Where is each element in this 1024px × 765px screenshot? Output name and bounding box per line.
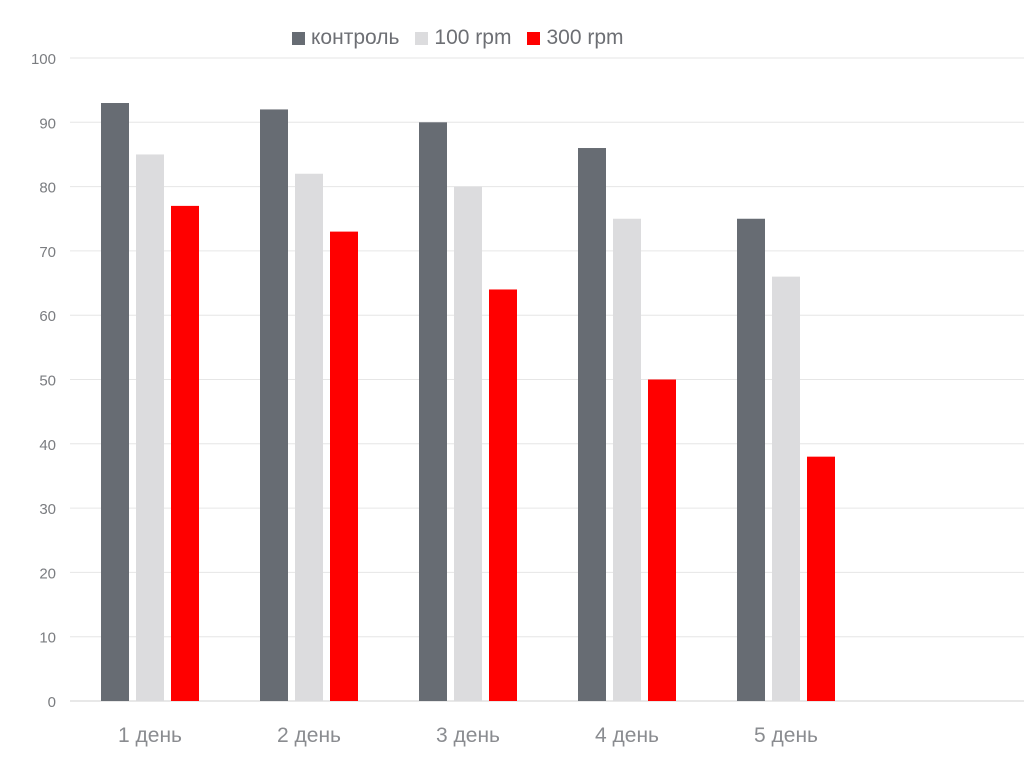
legend-item-300rpm: 300 rpm — [527, 26, 624, 50]
bar-100rpm — [613, 218, 641, 701]
bar-control — [101, 103, 129, 701]
y-tick-label: 90 — [39, 115, 56, 132]
bar-300rpm — [489, 289, 517, 701]
x-tick-label: 1 день — [118, 724, 182, 747]
bar-300rpm — [330, 231, 358, 702]
bar-control — [419, 122, 447, 702]
y-tick-label: 100 — [31, 51, 56, 68]
bar-100rpm — [295, 173, 323, 702]
y-tick-label: 60 — [39, 308, 56, 325]
x-tick-label: 2 день — [277, 724, 341, 747]
x-tick-label: 3 день — [436, 724, 500, 747]
legend-swatch-300rpm — [527, 31, 541, 45]
y-tick-label: 40 — [39, 437, 56, 454]
bar-control — [578, 148, 606, 701]
bar-100rpm — [454, 186, 482, 702]
chart-legend: контроль 100 rpm 300 rpm — [292, 26, 640, 50]
legend-label-100rpm: 100 rpm — [434, 26, 512, 49]
bar-control — [737, 218, 765, 701]
legend-swatch-100rpm — [415, 31, 429, 45]
legend-label-300rpm: 300 rpm — [546, 26, 624, 49]
x-tick-label: 4 день — [595, 724, 659, 747]
y-tick-label: 20 — [39, 565, 56, 582]
x-tick-label: 5 день — [754, 724, 818, 747]
bar-100rpm — [772, 276, 800, 701]
bar-300rpm — [807, 456, 835, 701]
y-tick-label: 70 — [39, 244, 56, 261]
bar-100rpm — [136, 154, 164, 701]
bar-300rpm — [648, 379, 676, 701]
y-tick-label: 80 — [39, 180, 56, 197]
y-tick-label: 50 — [39, 373, 56, 390]
legend-label-control: контроль — [311, 26, 400, 49]
bar-300rpm — [171, 205, 199, 701]
y-tick-label: 10 — [39, 630, 56, 647]
bar-control — [260, 109, 288, 701]
y-tick-label: 30 — [39, 501, 56, 518]
legend-item-100rpm: 100 rpm — [415, 26, 511, 50]
legend-swatch-control — [292, 31, 305, 45]
y-tick-label: 0 — [48, 694, 56, 711]
legend-item-control: контроль — [292, 26, 399, 50]
